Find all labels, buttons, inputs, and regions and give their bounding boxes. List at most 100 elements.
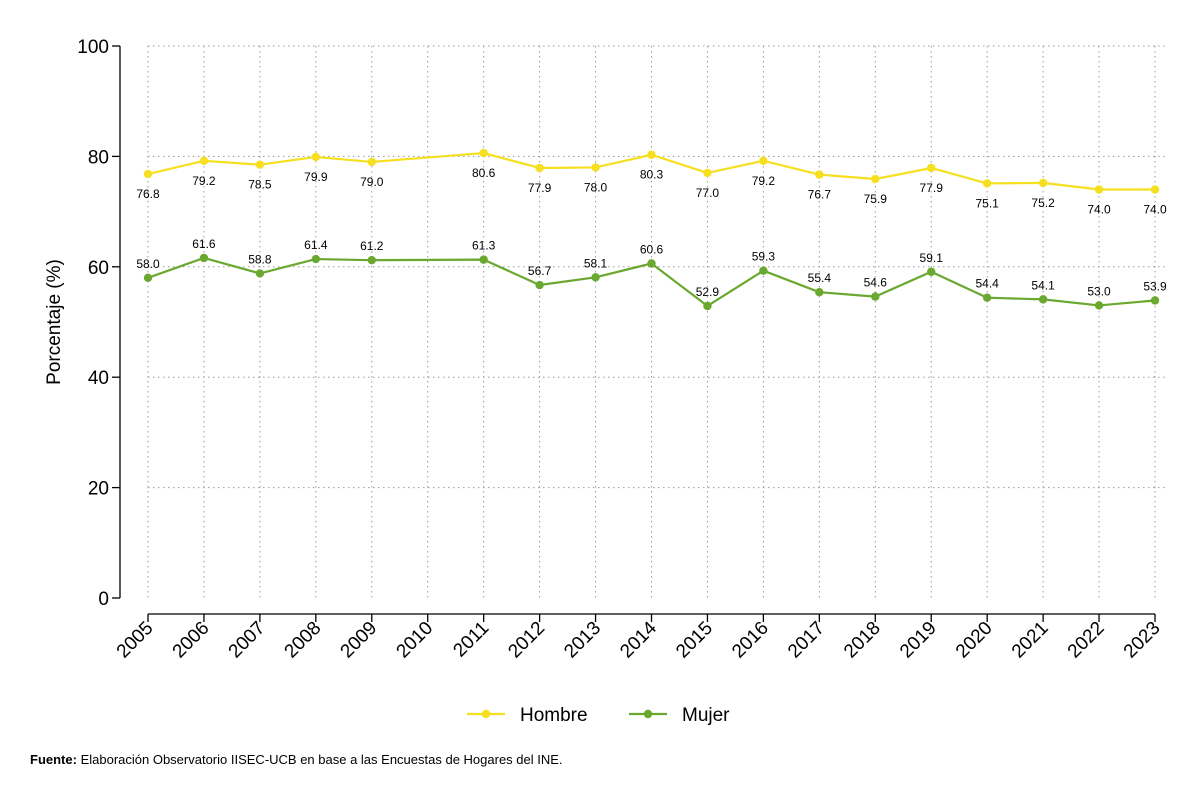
- data-label-mujer: 55.4: [808, 271, 832, 285]
- data-label-mujer: 54.1: [1031, 278, 1055, 292]
- x-tick-label: 2015: [672, 618, 717, 663]
- legend-label-hombre: Hombre: [520, 705, 588, 726]
- legend-marker-hombre: [481, 709, 491, 719]
- data-label-hombre: 75.2: [1031, 196, 1055, 210]
- data-label-hombre: 76.8: [136, 187, 160, 201]
- data-label-mujer: 59.1: [920, 251, 944, 265]
- data-label-hombre: 74.0: [1143, 203, 1167, 217]
- x-tick-label: 2005: [113, 618, 158, 663]
- data-label-mujer: 56.7: [528, 264, 552, 278]
- data-label-mujer: 53.9: [1143, 279, 1167, 293]
- data-point-mujer: [1038, 295, 1048, 304]
- x-tick-label: 2023: [1120, 618, 1165, 663]
- data-point-hombre: [815, 170, 824, 179]
- data-label-mujer: 58.0: [136, 257, 160, 271]
- data-point-hombre: [535, 163, 544, 173]
- data-label-hombre: 80.3: [640, 168, 664, 182]
- data-point-hombre: [479, 148, 488, 158]
- data-point-hombre: [1150, 185, 1160, 194]
- data-point-mujer: [871, 292, 880, 301]
- y-tick-label: 80: [88, 147, 109, 168]
- x-tick-label: 2016: [728, 618, 773, 663]
- legend: Hombre Mujer: [467, 705, 730, 726]
- data-label-hombre: 77.0: [696, 186, 720, 200]
- data-point-mujer: [199, 253, 209, 263]
- data-label-mujer: 54.4: [975, 277, 999, 291]
- axes: 0 20 40 60 80 100 2005 2006 2007 2008 2009 2010 2011…: [77, 37, 1164, 662]
- data-point-mujer: [815, 287, 824, 297]
- data-point-hombre: [143, 169, 153, 179]
- data-label-mujer: 58.8: [248, 252, 272, 266]
- data-point-mujer: [647, 259, 656, 268]
- source-prefix: Fuente:: [30, 752, 77, 767]
- data-label-mujer: 54.6: [864, 276, 888, 290]
- data-label-mujer: 61.4: [304, 238, 328, 252]
- data-label-mujer: 53.0: [1087, 284, 1111, 298]
- y-tick-label: 20: [88, 479, 109, 500]
- data-label-mujer: 61.2: [360, 239, 384, 253]
- data-point-hombre: [311, 152, 321, 162]
- y-tick-label: 100: [77, 37, 109, 58]
- data-point-mujer: [591, 273, 600, 282]
- grid: [147, 45, 1167, 598]
- data-point-mujer: [927, 267, 936, 276]
- data-label-mujer: 60.6: [640, 242, 664, 256]
- data-point-hombre: [591, 163, 600, 172]
- data-point-mujer: [311, 254, 321, 264]
- data-point-mujer: [255, 269, 265, 278]
- x-tick-label: 2007: [225, 618, 270, 663]
- data-label-mujer: 61.6: [192, 237, 216, 251]
- data-point-mujer: [1150, 296, 1160, 305]
- y-tick-label: 0: [98, 589, 109, 610]
- data-point-mujer: [703, 301, 712, 311]
- data-point-hombre: [367, 157, 376, 167]
- data-label-hombre: 78.0: [584, 180, 608, 194]
- x-tick-label: 2012: [504, 618, 549, 663]
- legend-marker-mujer: [643, 709, 653, 719]
- source-text: Elaboración Observatorio IISEC-UCB en ba…: [76, 752, 563, 767]
- x-tick-label: 2018: [840, 618, 885, 663]
- x-tick-label: 2011: [449, 618, 493, 662]
- y-tick-label: 40: [88, 368, 109, 389]
- data-point-hombre: [1038, 178, 1048, 188]
- data-point-hombre: [1094, 185, 1104, 194]
- data-point-mujer: [759, 266, 768, 275]
- data-label-hombre: 77.9: [920, 181, 944, 195]
- data-point-hombre: [703, 168, 712, 178]
- data-point-hombre: [927, 163, 936, 173]
- data-point-hombre: [982, 179, 992, 188]
- source-note: Fuente: Elaboración Observatorio IISEC-U…: [30, 752, 563, 767]
- x-tick-label: 2013: [560, 618, 605, 663]
- data-label-hombre: 79.2: [192, 174, 216, 188]
- y-tick-label: 60: [88, 258, 109, 279]
- data-point-mujer: [982, 293, 992, 302]
- data-label-mujer: 58.1: [584, 256, 608, 270]
- x-tick-label: 2009: [337, 618, 382, 663]
- data-label-hombre: 75.1: [975, 196, 999, 210]
- data-point-mujer: [1094, 301, 1104, 310]
- data-point-mujer: [535, 280, 544, 290]
- data-label-hombre: 79.0: [360, 175, 384, 189]
- x-tick-label: 2019: [896, 618, 941, 663]
- x-tick-label: 2008: [281, 618, 326, 663]
- data-label-hombre: 75.9: [864, 192, 888, 206]
- data-label-hombre: 76.7: [808, 188, 832, 202]
- data-label-hombre: 80.6: [472, 166, 496, 180]
- x-tick-label: 2020: [952, 618, 997, 663]
- x-tick-label: 2017: [784, 618, 829, 663]
- data-label-hombre: 79.2: [752, 174, 776, 188]
- series: 76.8 79.2 78.5 79.9 79.0 80.6 77.9 78.0 80.3 77.0…: [136, 148, 1167, 311]
- legend-label-mujer: Mujer: [682, 705, 730, 726]
- data-point-hombre: [759, 156, 768, 166]
- data-label-hombre: 74.0: [1087, 203, 1111, 217]
- x-tick-label: 2021: [1008, 618, 1053, 663]
- data-label-hombre: 79.9: [304, 170, 328, 184]
- data-point-hombre: [199, 156, 209, 166]
- data-point-mujer: [143, 273, 153, 283]
- data-point-mujer: [367, 255, 376, 265]
- x-tick-label: 2006: [169, 618, 214, 663]
- data-label-hombre: 78.5: [248, 178, 272, 192]
- series-line-hombre: [147, 151, 1155, 191]
- data-point-hombre: [871, 174, 880, 184]
